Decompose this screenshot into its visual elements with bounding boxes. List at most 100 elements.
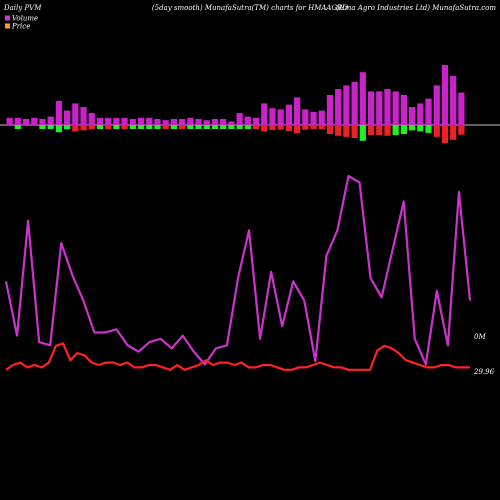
volume-direction-bar: [211, 125, 219, 129]
volume-bar: [417, 103, 424, 125]
volume-direction-bar: [244, 125, 251, 129]
volume-bar: [458, 92, 465, 125]
volume-bar: [195, 119, 202, 125]
legend-price-swatch: [5, 23, 10, 29]
volume-direction-bar: [417, 125, 424, 132]
volume-direction-bar: [55, 125, 62, 133]
volume-direction-bar: [458, 125, 465, 135]
volume-bar: [384, 89, 391, 125]
volume-line: [4, 174, 472, 366]
volume-bar: [433, 85, 440, 125]
volume-direction-bar: [302, 125, 309, 130]
volume-direction-bar: [80, 125, 87, 131]
volume-direction-bar: [137, 125, 145, 129]
volume-direction-bar: [64, 125, 71, 130]
volume-bar: [203, 120, 210, 125]
volume-bar: [39, 119, 46, 125]
volume-bar: [326, 95, 334, 125]
volume-direction-bar: [129, 125, 136, 129]
volume-direction-bar: [269, 125, 276, 131]
volume-direction-bar: [400, 125, 407, 134]
volume-bar: [252, 117, 260, 125]
volume-direction-bar: [450, 125, 457, 140]
volume-bar: [88, 113, 95, 125]
volume-bar: [425, 98, 432, 125]
volume-direction-bar: [367, 125, 375, 136]
price-volume-lines-group: [4, 174, 472, 371]
header-left: Daily PVM: [3, 4, 42, 12]
volume-direction-bar: [47, 125, 54, 129]
volume-direction-bar: [203, 125, 210, 129]
volume-direction-bar: [88, 125, 95, 129]
volume-direction-bar: [121, 125, 128, 129]
volume-bar: [105, 117, 112, 125]
volume-bar: [146, 117, 153, 125]
volume-direction-bar: [376, 125, 383, 136]
volume-bar: [14, 117, 21, 125]
volume-direction-bar: [154, 125, 161, 129]
volume-bar: [187, 117, 194, 125]
volume-direction-bar: [220, 125, 227, 129]
volume-direction-bar: [170, 125, 177, 129]
volume-direction-bar: [441, 125, 449, 143]
volume-bar: [351, 81, 358, 125]
volume-bar: [47, 116, 54, 125]
volume-bar: [244, 116, 251, 125]
volume-bar: [294, 97, 301, 125]
volume-bar: [310, 111, 317, 125]
volume-bar: [261, 103, 268, 125]
volume-direction-bar: [72, 125, 79, 132]
volume-direction-bar: [113, 125, 120, 129]
header-center: (5day smooth) MunafaSutra(TM) charts for…: [152, 4, 348, 12]
volume-bar: [72, 103, 79, 125]
volume-bar: [6, 117, 13, 125]
volume-bar: [400, 95, 407, 125]
volume-bar: [367, 91, 375, 125]
volume-direction-bar: [187, 125, 194, 129]
volume-direction-bar: [39, 125, 46, 129]
volume-direction-bar: [409, 125, 416, 131]
volume-bar: [211, 119, 219, 125]
volume-bar: [64, 110, 71, 125]
volume-direction-bar: [384, 125, 391, 136]
volume-bar: [121, 117, 128, 125]
header-right: (Hma Agro Industries Ltd) MunafaSutra.co…: [336, 4, 496, 12]
volume-bar: [392, 91, 399, 125]
legend-price-label: Price: [11, 23, 30, 31]
volume-bar: [129, 119, 136, 125]
volume-direction-bar: [236, 125, 243, 129]
volume-direction-bar: [14, 125, 21, 129]
volume-bar: [22, 119, 30, 125]
volume-bar: [269, 108, 276, 125]
volume-bar: [302, 109, 309, 125]
volume-direction-bar: [285, 125, 292, 132]
volume-bar: [228, 121, 235, 125]
volume-direction-bar: [162, 125, 169, 129]
volume-direction-bar: [310, 125, 317, 129]
legend-volume-label: Volume: [12, 15, 38, 23]
volume-bar: [162, 120, 169, 125]
price-line: [5, 342, 470, 371]
volume-bar: [55, 101, 62, 125]
volume-bar: [376, 91, 383, 125]
volume-bar: [441, 65, 449, 125]
volume-direction-bar: [228, 125, 235, 129]
volume-bar: [318, 110, 325, 125]
volume-direction-bar: [261, 125, 268, 132]
volume-bar: [450, 75, 457, 125]
volume-direction-bar: [351, 125, 358, 138]
volume-bar: [170, 119, 177, 125]
volume-direction-bar: [335, 125, 342, 136]
volume-direction-bar: [433, 125, 440, 137]
volume-direction-bar: [343, 125, 350, 137]
volume-bar: [113, 117, 120, 125]
volume-bar: [137, 117, 145, 125]
legend-volume-swatch: [5, 15, 10, 21]
volume-bar: [359, 72, 366, 125]
volume-bar: [154, 119, 161, 125]
volume-direction-bar: [277, 125, 284, 130]
volume-bar: [409, 107, 416, 125]
volume-direction-bar: [318, 125, 325, 130]
volume-direction-bar: [252, 125, 260, 129]
